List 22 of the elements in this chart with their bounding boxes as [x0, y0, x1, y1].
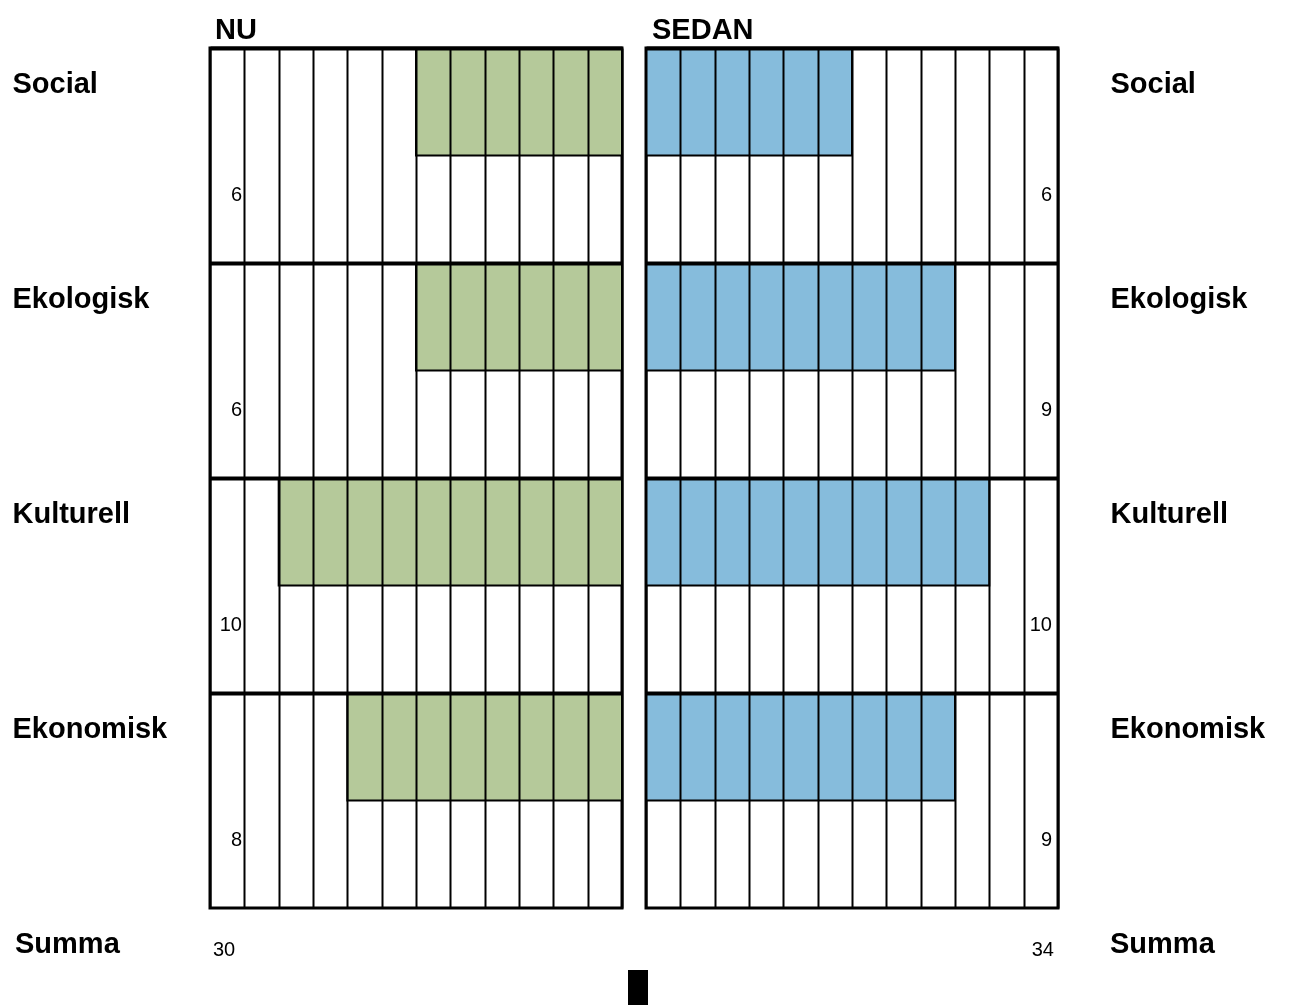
y-tick-label: Social	[1110, 67, 1196, 99]
text: Summa	[1110, 927, 1216, 959]
y-tick-label: Kulturell	[1110, 497, 1229, 529]
data-label: 10	[219, 613, 242, 636]
y-tick-label: Ekonomisk	[1110, 712, 1267, 744]
chart-title: NU	[215, 13, 257, 45]
data-label: 10	[1029, 613, 1052, 636]
y-tick-label: Ekologisk	[1110, 282, 1249, 314]
data-label: 8	[230, 828, 242, 851]
text: 34	[1031, 938, 1054, 960]
data-label: 6	[230, 398, 242, 421]
data-label: 9	[1040, 398, 1052, 421]
y-tick-label: Ekologisk	[12, 282, 151, 314]
y-tick-label: Kulturell	[12, 497, 131, 529]
y-tick-label: Social	[12, 67, 98, 99]
text: Summa	[15, 927, 121, 959]
y-tick-label: Ekonomisk	[12, 712, 169, 744]
data-label: 6	[230, 183, 242, 206]
data-label: 9	[1040, 828, 1052, 851]
data-label: 6	[1040, 183, 1052, 206]
text: 30	[213, 938, 236, 960]
chart-title: SEDAN	[652, 13, 754, 45]
